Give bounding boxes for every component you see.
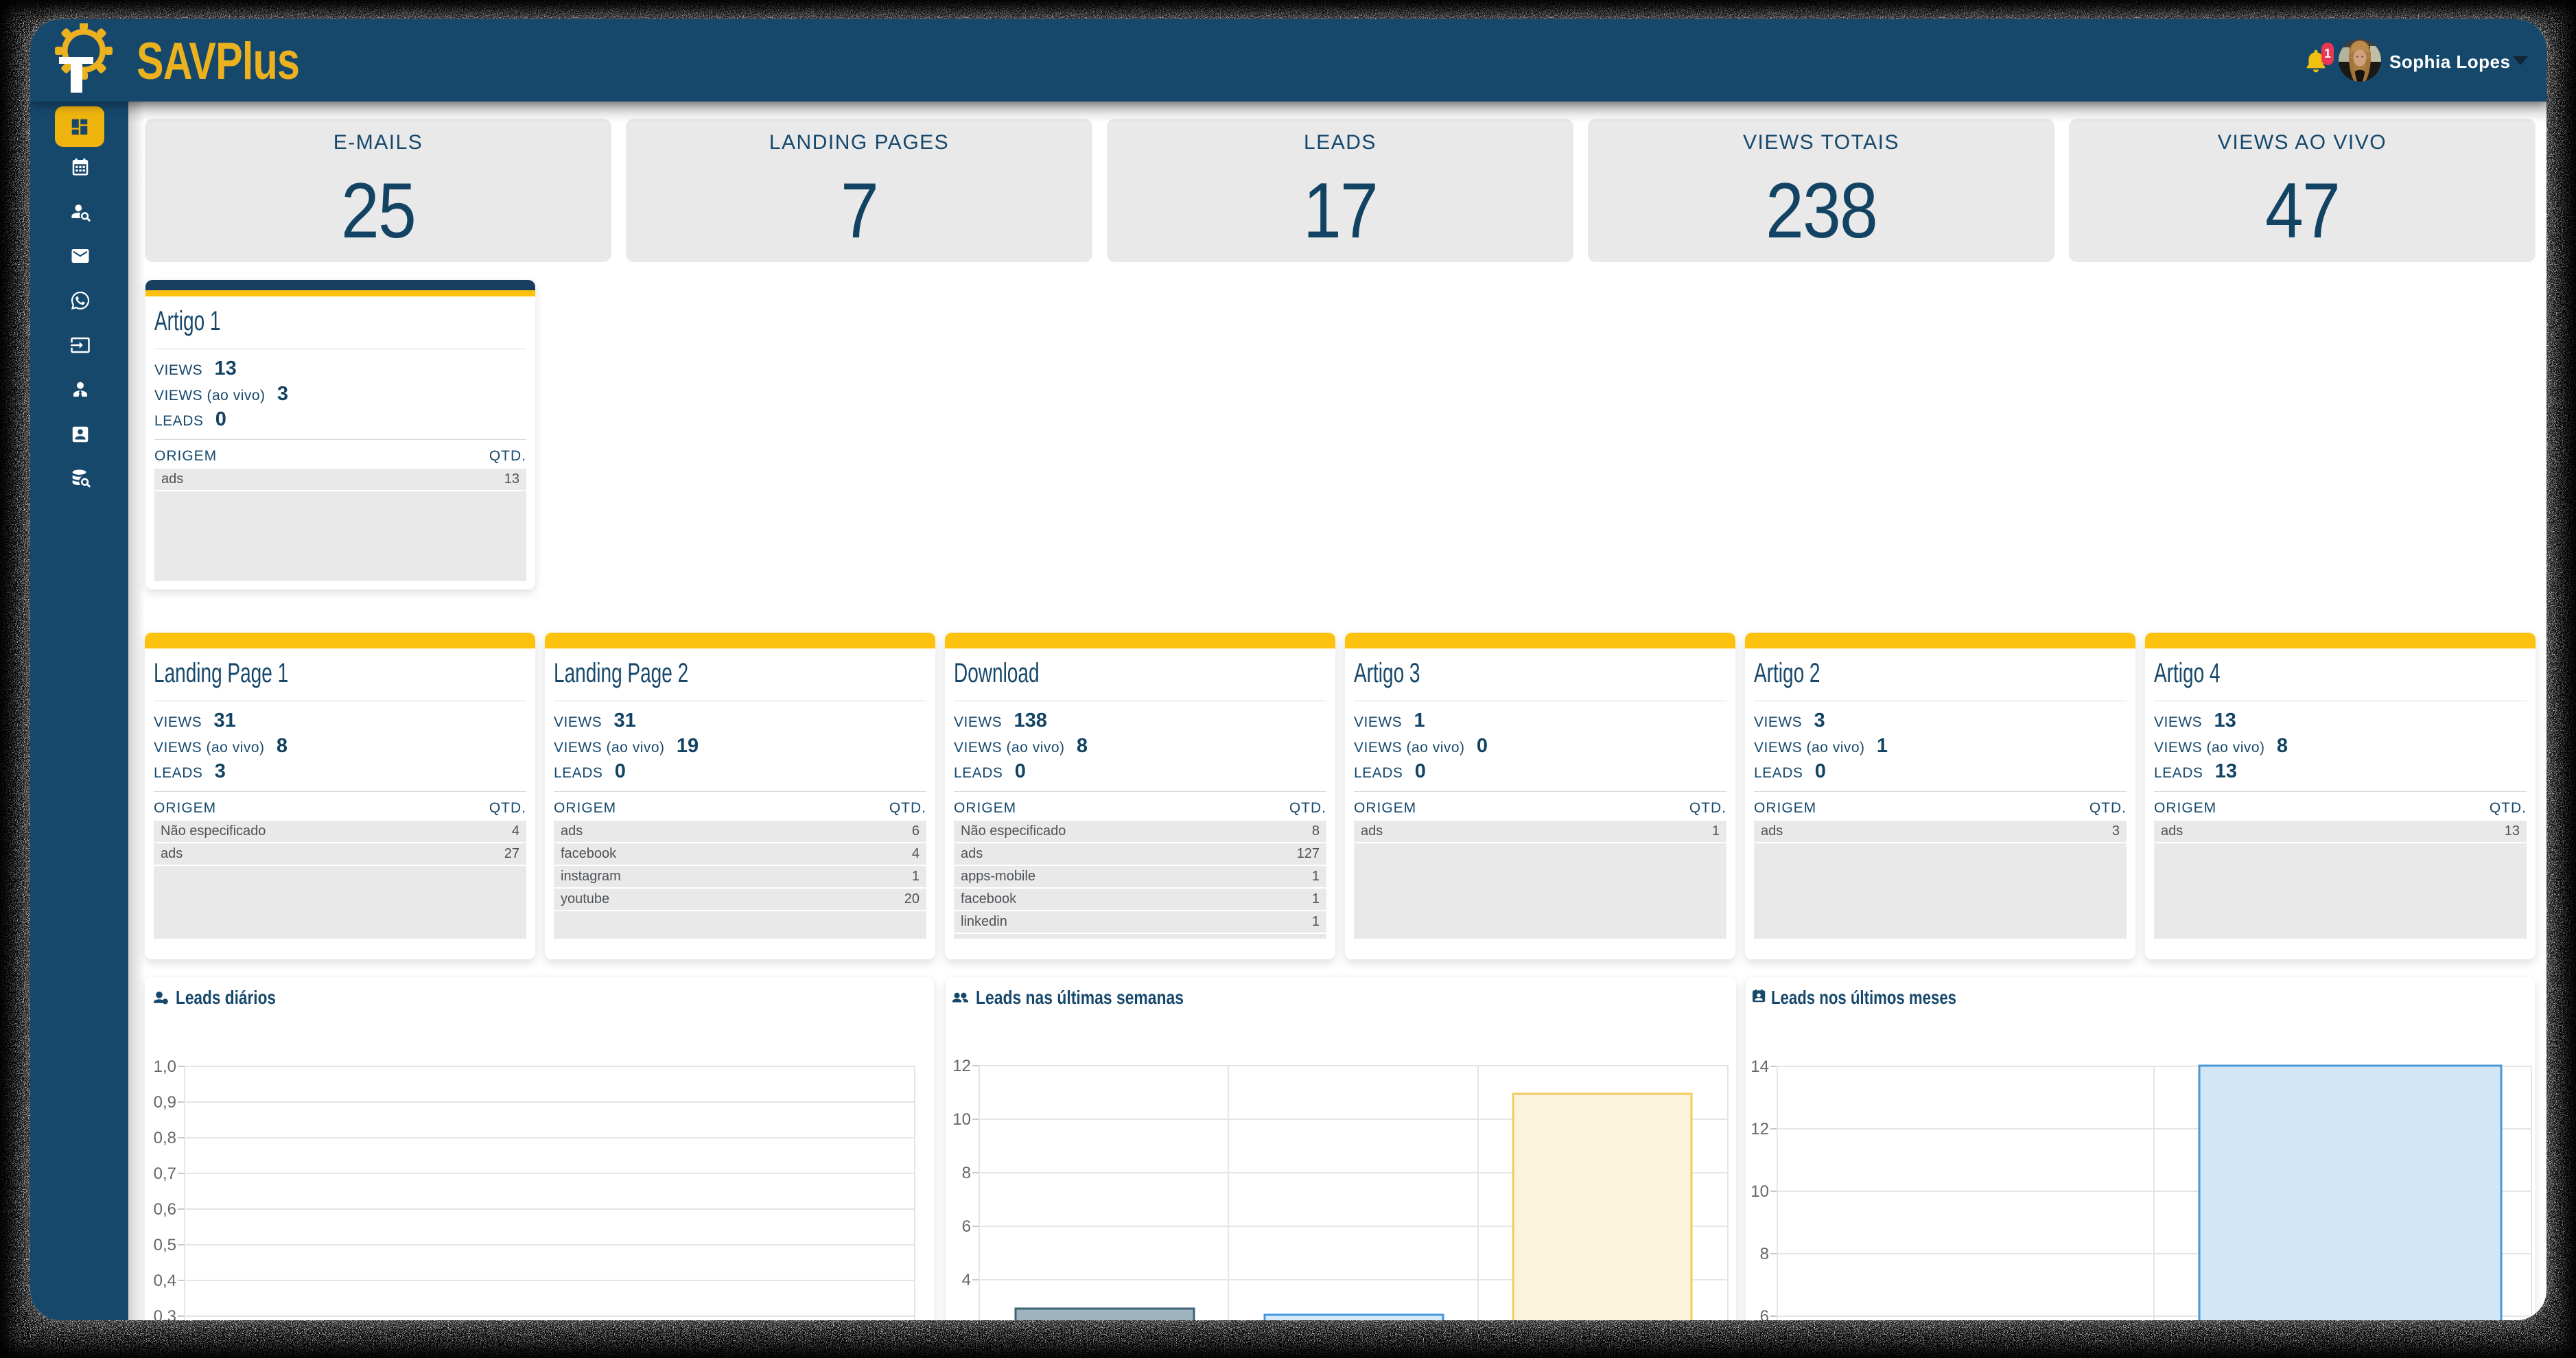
svg-text:6: 6 [962, 1217, 971, 1236]
svg-text:0,5: 0,5 [154, 1236, 176, 1254]
svg-text:Leads nas últimas semanas: Leads nas últimas semanas [976, 987, 1184, 1008]
svg-text:0,4: 0,4 [154, 1272, 176, 1290]
svg-text:12: 12 [1750, 1120, 1769, 1138]
svg-text:4: 4 [962, 1271, 971, 1289]
svg-text:8: 8 [962, 1164, 971, 1182]
svg-text:0,8: 0,8 [154, 1129, 176, 1147]
svg-text:0,3: 0,3 [154, 1307, 176, 1320]
svg-text:Leads diários: Leads diários [176, 987, 276, 1008]
svg-text:8: 8 [1760, 1245, 1769, 1263]
svg-text:0,6: 0,6 [154, 1200, 176, 1219]
svg-text:0,9: 0,9 [154, 1093, 176, 1112]
svg-text:1,0: 1,0 [154, 1057, 176, 1076]
svg-text:10: 10 [952, 1110, 971, 1129]
svg-text:14: 14 [1750, 1057, 1769, 1076]
svg-text:0,7: 0,7 [154, 1164, 176, 1183]
svg-text:6: 6 [1760, 1307, 1769, 1320]
svg-text:12: 12 [952, 1057, 971, 1075]
svg-text:Leads nos últimos meses: Leads nos últimos meses [1771, 987, 1956, 1008]
svg-text:10: 10 [1750, 1182, 1769, 1201]
